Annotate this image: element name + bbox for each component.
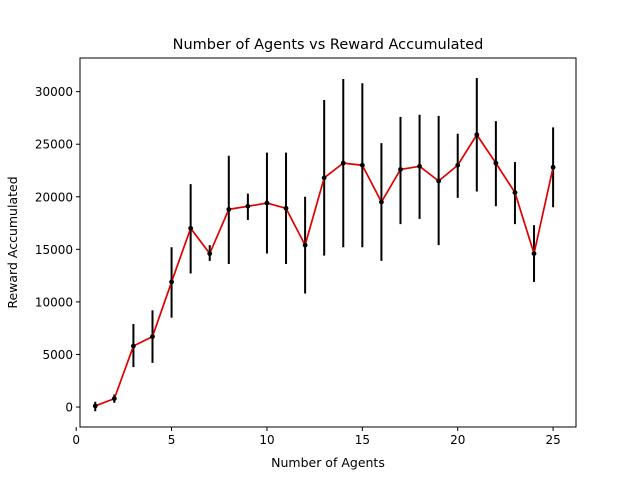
y-tick-label: 0 [65, 401, 73, 415]
data-point [550, 164, 556, 170]
data-point [207, 251, 213, 256]
x-axis: 0 5 10 15 20 25 [72, 427, 561, 447]
y-tick-label: 30000 [35, 85, 73, 99]
data-point [245, 203, 251, 209]
x-tick-label: 10 [259, 433, 274, 447]
chart-title: Number of Agents vs Reward Accumulated [173, 37, 484, 53]
y-tick-label: 25000 [35, 138, 73, 152]
x-axis-label: Number of Agents [271, 455, 385, 470]
data-point [188, 225, 194, 231]
data-point [283, 205, 289, 211]
x-tick-label: 25 [545, 433, 560, 447]
data-point [150, 334, 155, 339]
y-tick-label: 5000 [42, 348, 73, 362]
y-axis-label: Reward Accumulated [5, 176, 20, 308]
plot-area [92, 77, 556, 412]
data-point [92, 403, 98, 409]
data-point [302, 242, 308, 248]
data-point [436, 178, 442, 184]
data-point [226, 206, 232, 212]
data-point [340, 160, 346, 166]
x-tick-label: 5 [168, 433, 176, 447]
y-axis: 0 5000 10000 15000 20000 25000 30000 [35, 85, 80, 415]
data-point [455, 162, 461, 168]
x-tick-label: 15 [355, 433, 370, 447]
data-point [359, 162, 365, 168]
x-tick-label: 0 [72, 433, 80, 447]
y-tick-label: 15000 [35, 243, 73, 257]
data-point [417, 163, 422, 169]
data-point [131, 343, 136, 349]
data-point [512, 190, 518, 195]
data-point [398, 167, 403, 172]
data-point [493, 160, 499, 166]
y-tick-label: 20000 [35, 190, 73, 204]
y-tick-label: 10000 [35, 295, 73, 309]
data-point [531, 251, 537, 256]
data-point [169, 279, 174, 285]
data-point [321, 175, 327, 181]
plot-frame [79, 57, 577, 428]
data-point [111, 396, 117, 402]
x-tick-label: 20 [450, 433, 465, 447]
data-point [264, 200, 270, 206]
data-point [379, 199, 384, 205]
data-point [474, 132, 480, 138]
